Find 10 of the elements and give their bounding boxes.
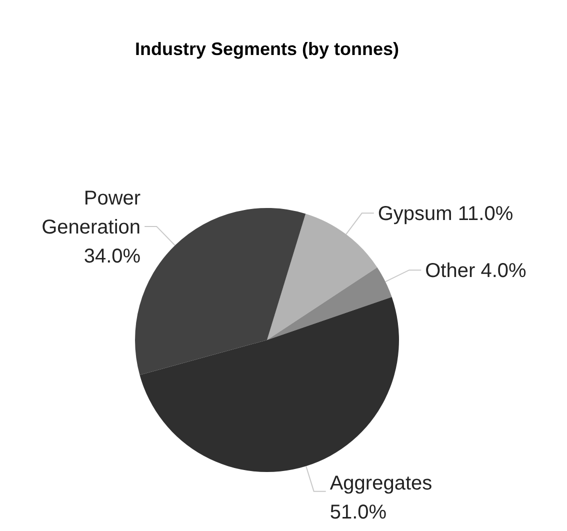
slice-label: Aggregates: [330, 472, 432, 494]
data-label: 34.0%: [84, 245, 141, 268]
slice-label: Gypsum 11.0%: [378, 203, 514, 226]
pie-slice: [267, 214, 378, 340]
data-label: 51.0%: [330, 501, 387, 524]
chart-title: Industry Segments (by tonnes): [134, 39, 400, 59]
slice-label: Power Generation: [42, 187, 141, 238]
pie-slice: [140, 297, 399, 472]
slice-label: Other 4.0%: [425, 260, 527, 282]
pie-slice: [267, 267, 392, 340]
